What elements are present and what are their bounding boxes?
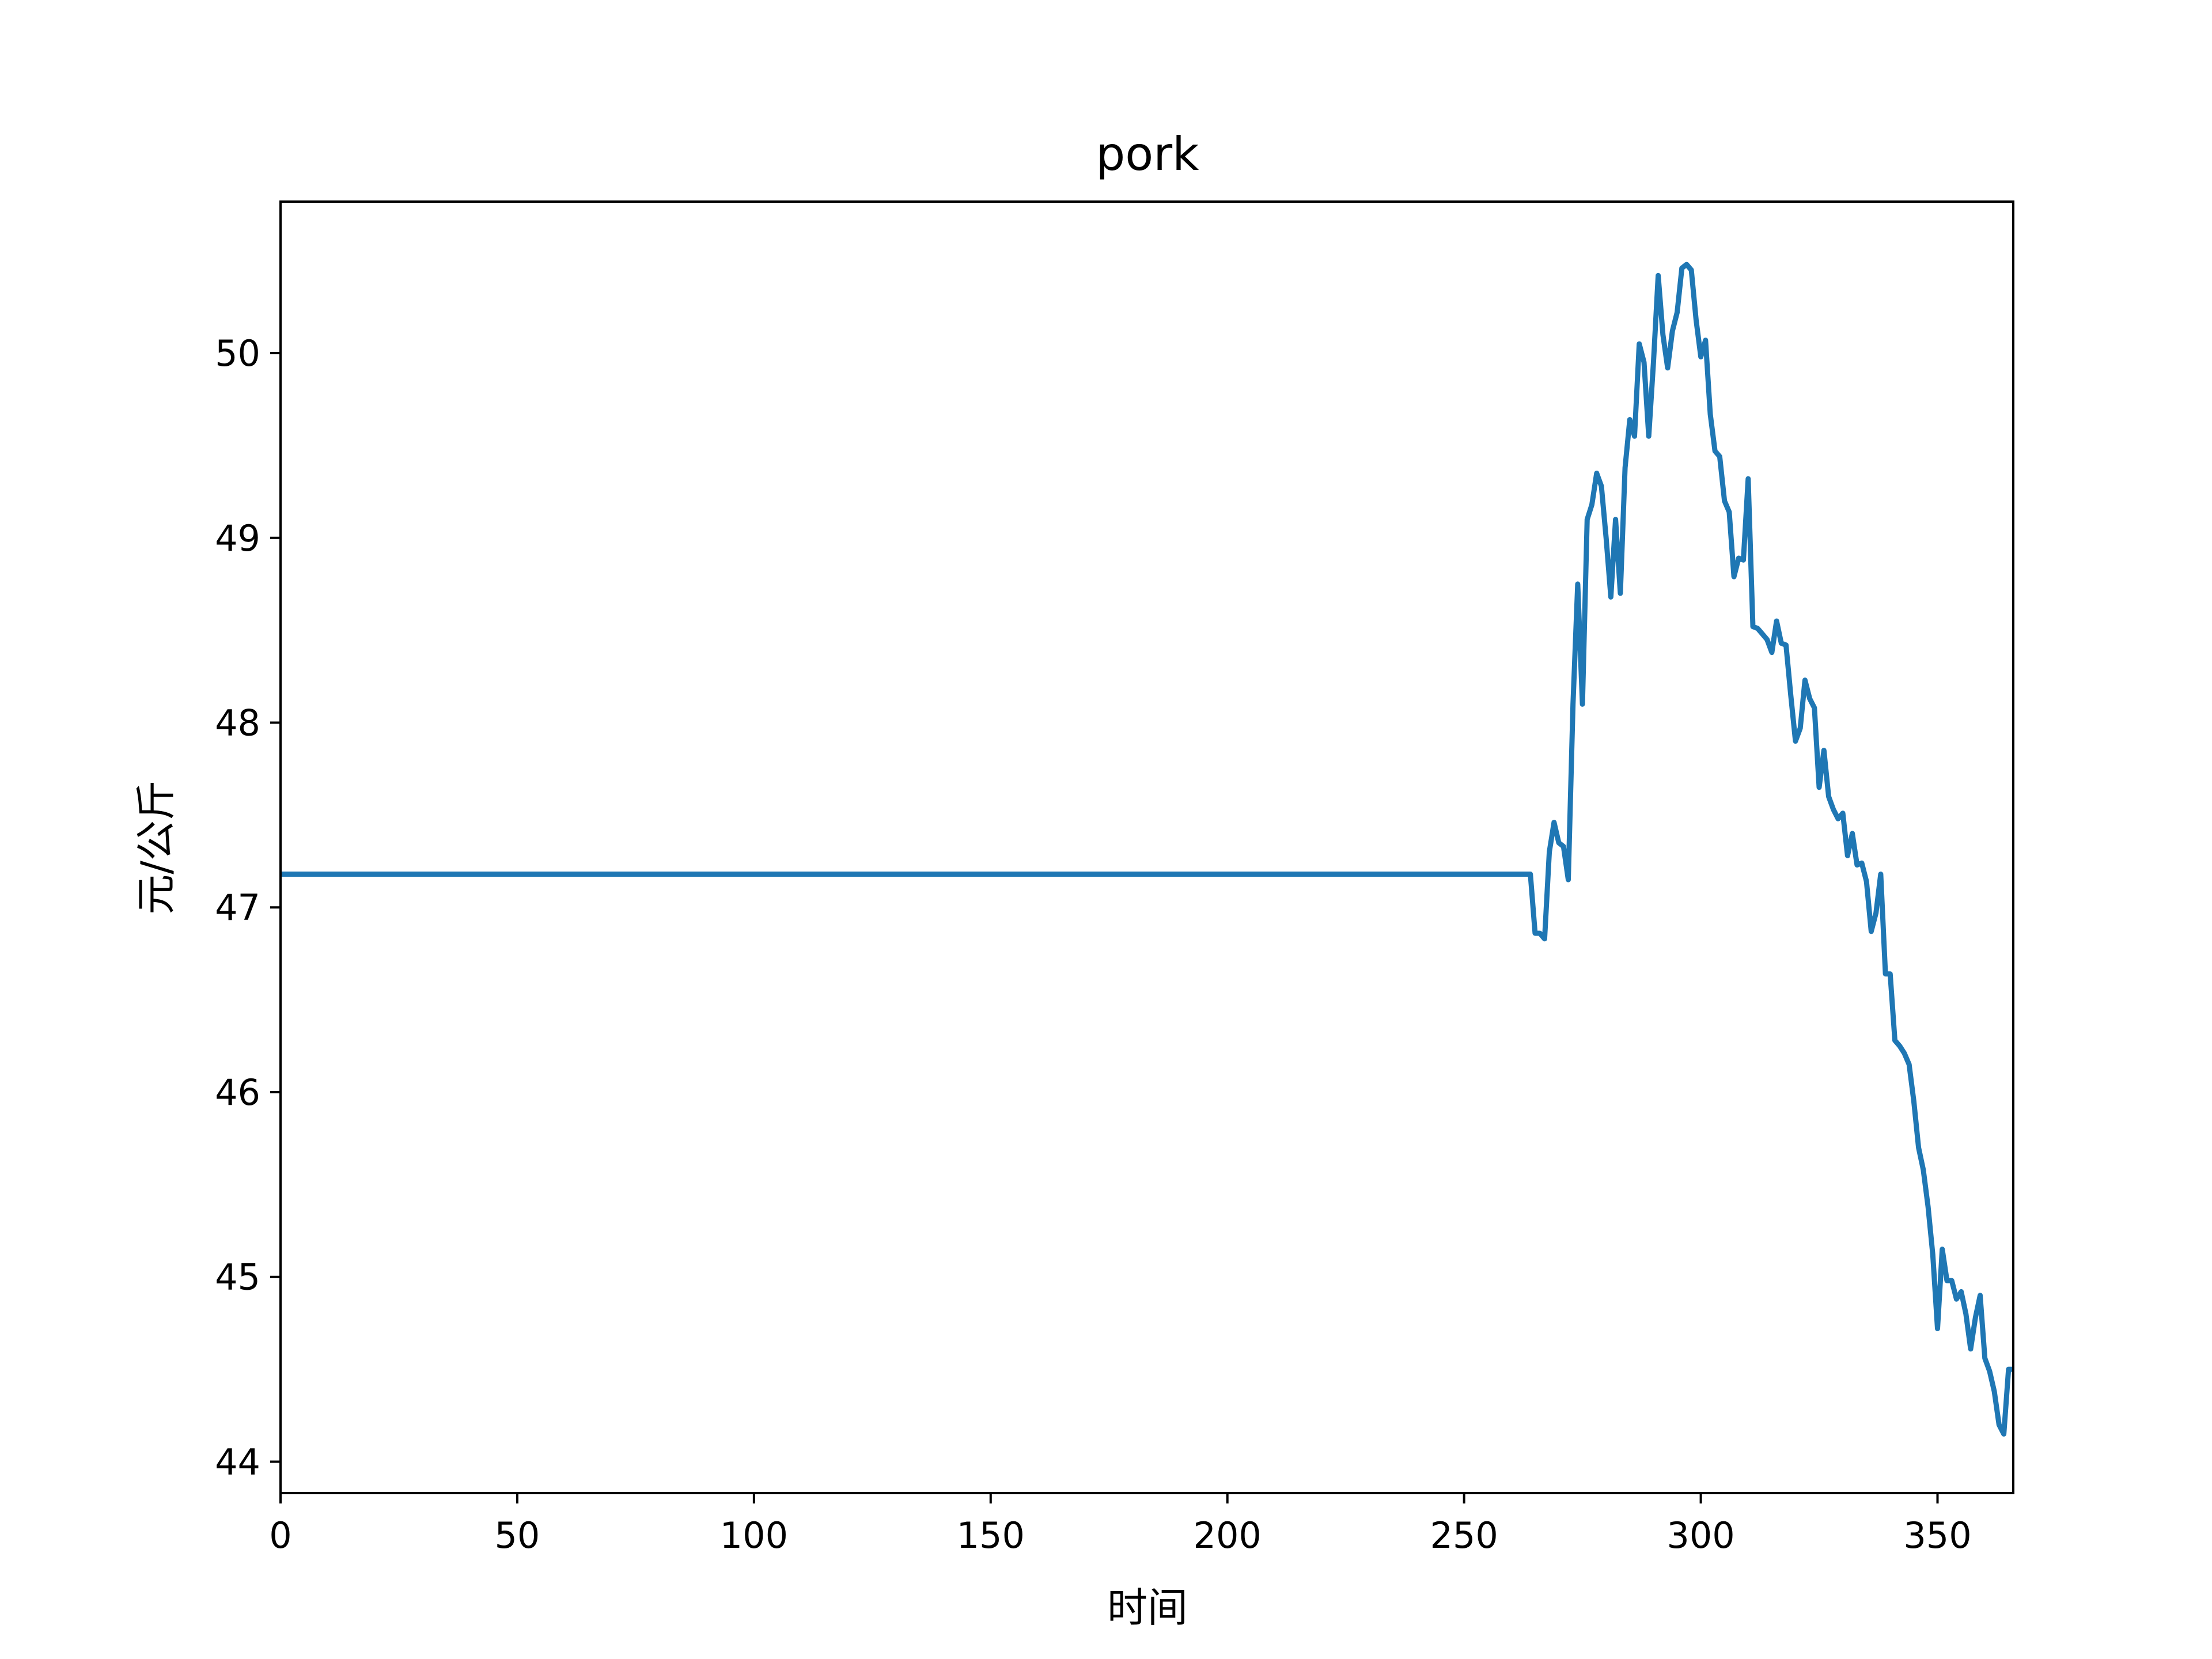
x-tick-label: 300: [1666, 1514, 1734, 1556]
x-tick-label: 200: [1194, 1514, 1262, 1556]
chart-title: pork: [1096, 127, 1200, 181]
x-tick-label: 150: [957, 1514, 1025, 1556]
y-tick-label: 44: [215, 1441, 260, 1483]
plot-area: [281, 262, 2013, 1437]
y-tick-label: 45: [215, 1256, 260, 1298]
y-axis-ticks: 44 45 46 47 48 49 50: [215, 332, 281, 1483]
x-tick-label: 50: [494, 1514, 540, 1556]
y-tick-label: 49: [215, 517, 260, 559]
plot-frame: [279, 200, 2014, 1494]
x-tick-label: 100: [720, 1514, 788, 1556]
y-tick-label: 47: [215, 887, 260, 929]
x-tick-label: 250: [1430, 1514, 1498, 1556]
x-axis-label: 时间: [1107, 1584, 1188, 1631]
y-axis-label: 元/公斤: [132, 780, 180, 915]
y-tick-label: 46: [215, 1071, 260, 1113]
x-tick-label: 350: [1903, 1514, 1971, 1556]
series-line-1: [281, 262, 2013, 1437]
x-axis-ticks: 0 50 100 150 200 250 300 350: [269, 1493, 1972, 1556]
y-tick-label: 50: [215, 332, 260, 374]
x-tick-label: 0: [269, 1514, 291, 1556]
y-tick-label: 48: [215, 702, 260, 744]
